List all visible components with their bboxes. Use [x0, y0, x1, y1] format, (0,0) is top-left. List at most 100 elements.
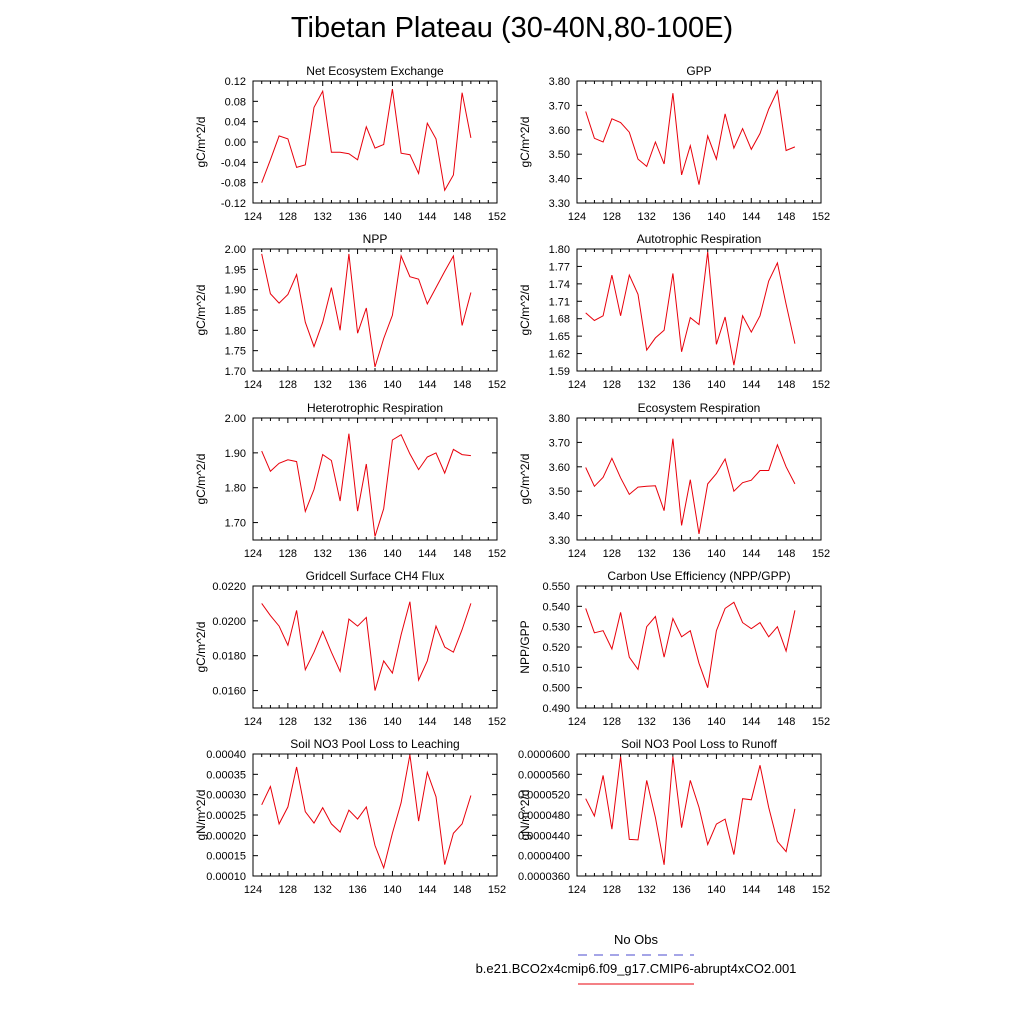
panel-1-xtick-label: 132 [314, 211, 332, 223]
panel-5-ytick-label: 1.90 [225, 448, 246, 460]
panel-2-ytick-label: 3.30 [549, 198, 570, 210]
panel-6-ytick-label: 3.40 [549, 511, 570, 523]
panel-5-frame [252, 417, 498, 541]
panel-8-xtick-label: 140 [707, 716, 725, 728]
panel-9-xtick-label: 144 [418, 884, 436, 896]
panel-6-xtick-label: 124 [568, 548, 586, 560]
panel-8-xtick-label: 132 [638, 716, 656, 728]
panel-3-xtick-label: 144 [418, 379, 436, 391]
panel-10-xtick-label: 128 [603, 884, 621, 896]
panel-8-xtick-label: 124 [568, 716, 586, 728]
panel-2-ytick-label: 3.40 [549, 174, 570, 186]
panel-6-ytick-label: 3.50 [549, 486, 570, 498]
panel-2-ytick-label: 3.50 [549, 149, 570, 161]
panel-5-xtick-label: 140 [383, 548, 401, 560]
panel-6-title: Ecosystem Respiration [638, 401, 761, 415]
panel-1-xtick-label: 152 [488, 211, 506, 223]
panel-8-series-line [585, 601, 796, 688]
panel-3-series-line [261, 253, 472, 368]
panel-6-series-line [585, 438, 796, 534]
panel-3-ytick-label: 2.00 [225, 244, 246, 256]
panel-4-ytick-label: 1.71 [549, 296, 570, 308]
panel-5-ylabel: gC/m^2/d [194, 454, 208, 505]
panel-2-xtick-label: 132 [638, 211, 656, 223]
panel-7-xtick-label: 152 [488, 716, 506, 728]
panel-1-ytick-label: 0.08 [225, 96, 246, 108]
panel-10-ytick-label: 0.0000600 [518, 749, 570, 761]
panel-5-xtick-label: 132 [314, 548, 332, 560]
panel-7-xtick-label: 124 [244, 716, 262, 728]
panel-9-ytick-label: 0.00030 [206, 790, 246, 802]
legend-obs-label: No Obs [613, 932, 659, 947]
panel-3-title: NPP [363, 232, 388, 246]
panel-9-xtick-label: 148 [453, 884, 471, 896]
panel-3-xtick-label: 132 [314, 379, 332, 391]
panel-5-ytick-label: 1.70 [225, 518, 246, 530]
panel-1-title: Net Ecosystem Exchange [306, 64, 444, 78]
panel-7-ytick-label: 0.0160 [212, 686, 246, 698]
panel-4-xtick-label: 148 [777, 379, 795, 391]
legend-model-label: b.e21.BCO2x4cmip6.f09_g17.CMIP6-abrupt4x… [475, 961, 797, 976]
panel-8-xtick-label: 136 [672, 716, 690, 728]
panel-3-xtick-label: 128 [279, 379, 297, 391]
panel-5-xtick-label: 124 [244, 548, 262, 560]
panel-9-ytick-label: 0.00025 [206, 810, 246, 822]
panel-8-xtick-label: 144 [742, 716, 760, 728]
panel-6-xtick-label: 144 [742, 548, 760, 560]
panel-8-ytick-label: 0.510 [542, 662, 570, 674]
panel-9-xtick-label: 124 [244, 884, 262, 896]
panel-1-ytick-label: -0.08 [221, 178, 246, 190]
panel-1-xtick-label: 148 [453, 211, 471, 223]
panel-4-title: Autotrophic Respiration [637, 232, 762, 246]
panel-1-ylabel: gC/m^2/d [194, 117, 208, 168]
panel-9-frame [252, 753, 498, 877]
panel-4-ytick-label: 1.59 [549, 366, 570, 378]
panel-6-ytick-label: 3.30 [549, 535, 570, 547]
panel-7-xtick-label: 140 [383, 716, 401, 728]
panel-8-ytick-label: 0.500 [542, 683, 570, 695]
panel-4-ytick-label: 1.80 [549, 244, 570, 256]
panel-8-ytick-label: 0.520 [542, 642, 570, 654]
panel-10-xtick-label: 140 [707, 884, 725, 896]
panel-4-xtick-label: 136 [672, 379, 690, 391]
panel-7-xtick-label: 132 [314, 716, 332, 728]
panel-7-xtick-label: 144 [418, 716, 436, 728]
panel-1-series-line [261, 89, 472, 192]
panel-5-xtick-label: 148 [453, 548, 471, 560]
panel-3-xtick-label: 124 [244, 379, 262, 391]
panel-2-xtick-label: 136 [672, 211, 690, 223]
panel-2-xtick-label: 128 [603, 211, 621, 223]
panel-9-ytick-label: 0.00020 [206, 830, 246, 842]
panel-4-xtick-label: 144 [742, 379, 760, 391]
panel-4-xtick-label: 124 [568, 379, 586, 391]
panel-10-ylabel: gN/m^2/d [518, 790, 532, 841]
panel-5-xtick-label: 152 [488, 548, 506, 560]
panel-1-ytick-label: 0.00 [225, 137, 246, 149]
panel-6-ylabel: gC/m^2/d [518, 454, 532, 505]
panel-1-xtick-label: 144 [418, 211, 436, 223]
panel-8-ytick-label: 0.550 [542, 581, 570, 593]
panel-10-ytick-label: 0.0000400 [518, 851, 570, 863]
panel-9-ylabel: gN/m^2/d [194, 790, 208, 841]
panel-2-xtick-label: 152 [812, 211, 830, 223]
panel-3-ylabel: gC/m^2/d [194, 285, 208, 336]
panel-6-ytick-label: 3.70 [549, 437, 570, 449]
panel-4-frame [576, 248, 822, 372]
panel-9-ytick-label: 0.00040 [206, 749, 246, 761]
panel-6-xtick-label: 152 [812, 548, 830, 560]
panel-8-xtick-label: 128 [603, 716, 621, 728]
panel-9-xtick-label: 136 [348, 884, 366, 896]
panel-9-xtick-label: 140 [383, 884, 401, 896]
panel-1-xtick-label: 140 [383, 211, 401, 223]
panel-5-series-line [261, 433, 471, 537]
panel-3-xtick-label: 148 [453, 379, 471, 391]
panel-8-ytick-label: 0.530 [542, 622, 570, 634]
panel-4-ylabel: gC/m^2/d [518, 285, 532, 336]
panel-1-xtick-label: 128 [279, 211, 297, 223]
panel-5-xtick-label: 144 [418, 548, 436, 560]
panel-9-title: Soil NO3 Pool Loss to Leaching [290, 737, 459, 751]
panel-8-xtick-label: 152 [812, 716, 830, 728]
panel-2-xtick-label: 124 [568, 211, 586, 223]
panel-6-xtick-label: 128 [603, 548, 621, 560]
